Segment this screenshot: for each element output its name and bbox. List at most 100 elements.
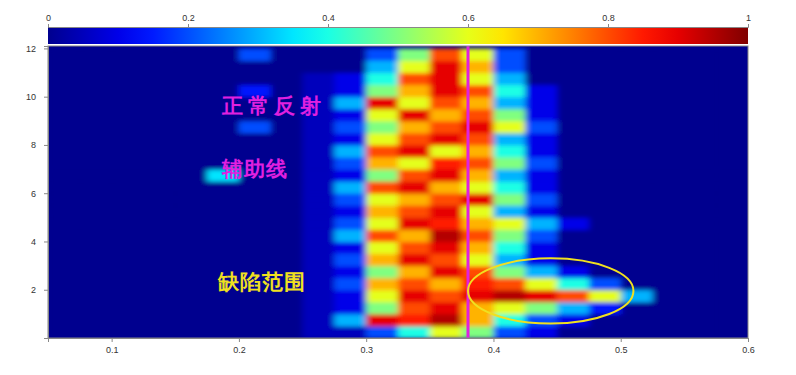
cell [334,254,366,267]
cell [334,302,366,315]
cell [621,302,653,315]
y-tick-mark [44,145,48,146]
cell [207,73,239,86]
cell [112,121,144,134]
cell [271,145,303,158]
cell [398,97,430,110]
cell [398,145,430,158]
cell [653,241,685,254]
cell [684,326,716,338]
cell [398,254,430,267]
cell [303,193,335,206]
cell [398,217,430,230]
cell [589,181,621,194]
cell [525,60,557,73]
cell [621,97,653,110]
cell [684,290,716,303]
x-tick-label: 0.2 [233,345,246,355]
cell [716,326,748,338]
y-tick-label: 12 [26,44,36,54]
cell [653,205,685,218]
cell [366,145,398,158]
cell [48,302,80,315]
cell [207,133,239,146]
cell [143,48,175,61]
cell [621,121,653,134]
cell [207,48,239,61]
cell [398,157,430,170]
cell [271,241,303,254]
cell [621,290,653,303]
cell [143,254,175,267]
cell [493,109,525,122]
cell [525,205,557,218]
cell [653,290,685,303]
cell [143,326,175,338]
cell [684,266,716,279]
cell [112,314,144,327]
colorbar-tick: 0 [46,13,51,27]
cell [398,109,430,122]
cell [398,205,430,218]
cell [716,217,748,230]
cell [112,302,144,315]
cell [684,48,716,61]
cell [493,73,525,86]
cell [716,302,748,315]
cell [239,326,271,338]
cell [493,97,525,110]
cell [366,290,398,303]
cell [684,121,716,134]
cell [239,121,271,134]
cell [684,109,716,122]
cell [557,217,589,230]
cell [112,109,144,122]
cell [716,145,748,158]
cell [493,60,525,73]
cell [48,217,80,230]
cell [684,193,716,206]
cell [334,157,366,170]
cell [80,193,112,206]
cell [493,205,525,218]
cell [525,133,557,146]
cell [366,241,398,254]
cell [366,73,398,86]
cell [621,109,653,122]
cell [589,133,621,146]
cell [207,314,239,327]
cell [175,145,207,158]
cell [430,229,462,242]
cell [80,217,112,230]
x-axis-line [49,339,749,343]
y-tick-mark [44,290,48,291]
cell [239,217,271,230]
cell [653,181,685,194]
cell [525,109,557,122]
colorbar-tick-mark [748,24,749,27]
cell [366,169,398,182]
cell [175,85,207,98]
cell [653,48,685,61]
cell [143,169,175,182]
cell [398,193,430,206]
cell [653,302,685,315]
cell [271,314,303,327]
cell [525,85,557,98]
cell [493,241,525,254]
cell [430,181,462,194]
cell [80,302,112,315]
cell [716,254,748,267]
cell [143,145,175,158]
cell [48,278,80,291]
cell [143,60,175,73]
defect-ellipse [468,258,633,323]
cell [143,314,175,327]
cell [334,60,366,73]
cell [239,302,271,315]
colorbar-axis: 00.20.40.60.81 [46,13,751,28]
cell [366,278,398,291]
cell [716,278,748,291]
cell [80,241,112,254]
x-tick: 0.6 [742,338,755,355]
